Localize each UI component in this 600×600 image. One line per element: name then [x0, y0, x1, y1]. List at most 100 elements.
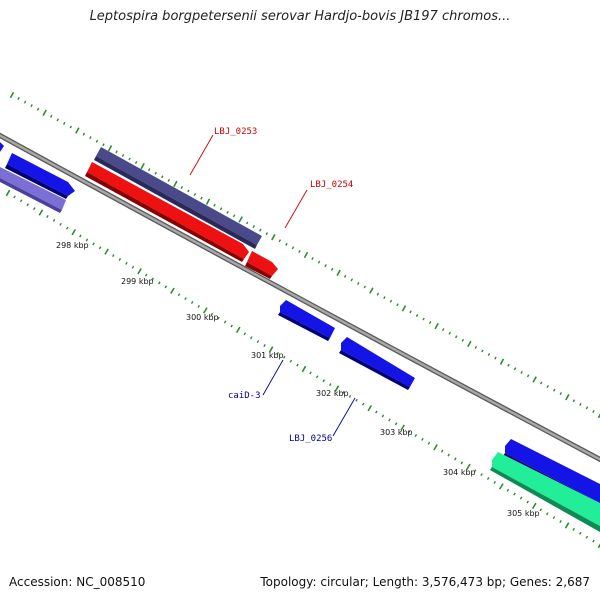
inner-tick: [52, 218, 56, 222]
outer-tick: [336, 269, 341, 276]
inner-tick: [499, 483, 504, 490]
outer-tick: [115, 150, 118, 154]
inner-tick: [184, 297, 187, 301]
inner-tick: [5, 189, 11, 197]
ruler-label-301: 301 kbp: [251, 351, 284, 360]
gene-left-blue-1[interactable]: [5, 153, 75, 199]
inner-tick: [519, 496, 523, 500]
outer-tick: [271, 234, 276, 241]
outer-tick: [585, 406, 589, 410]
outer-tick: [9, 91, 15, 99]
outer-tick: [226, 210, 229, 214]
outer-tick: [95, 139, 99, 143]
inner-tick: [19, 199, 23, 203]
outer-tick: [474, 345, 478, 349]
outer-tick: [311, 257, 314, 261]
inner-tick: [572, 527, 575, 531]
outer-tick: [62, 121, 66, 125]
inner-tick: [460, 461, 464, 465]
inner-tick: [223, 320, 227, 324]
gene-cai-d-3[interactable]: [278, 300, 335, 341]
outer-tick: [513, 367, 517, 371]
inner-tick: [381, 414, 385, 418]
inner-tick: [375, 410, 378, 414]
inner-tick: [559, 520, 562, 524]
label-lbj-0253[interactable]: LBJ_0253: [214, 127, 257, 137]
inner-tick: [414, 434, 418, 437]
map-title: Leptospira borgpetersenii serovar Hardjo…: [89, 9, 511, 24]
inner-tick: [276, 351, 279, 355]
inner-tick: [394, 422, 398, 426]
ruler-label-298: 298 kbp: [56, 241, 89, 250]
inner-tick: [104, 248, 109, 255]
outer-tick: [324, 264, 327, 268]
inner-tick: [137, 268, 142, 275]
outer-tick: [298, 249, 301, 253]
gene-left-lavender[interactable]: [0, 167, 66, 213]
outer-tick: [180, 185, 184, 189]
topology-summary: Topology: circular; Length: 3,576,473 bp…: [260, 575, 590, 589]
outer-tick: [401, 305, 407, 312]
label-cai-d-3[interactable]: caiD-3: [228, 391, 261, 401]
inner-tick: [466, 463, 471, 470]
inner-tick: [13, 195, 16, 199]
inner-tick: [433, 444, 438, 451]
ruler-label-300: 300 kbp: [186, 313, 219, 322]
outer-tick: [17, 97, 20, 101]
gene-left-blue-0[interactable]: [0, 142, 4, 152]
inner-tick: [334, 385, 340, 392]
outer-tick: [252, 225, 256, 229]
gene-lbj-0253[interactable]: [94, 147, 262, 249]
inner-tick: [531, 502, 537, 510]
outer-tick: [526, 374, 530, 378]
outer-tick: [422, 317, 425, 321]
inner-tick: [597, 543, 600, 549]
callout-line-lbj-0254: [284, 189, 308, 229]
outer-tick: [415, 313, 419, 317]
label-lbj-0256[interactable]: LBJ_0256: [289, 434, 332, 444]
outer-tick: [559, 392, 563, 396]
outer-tick: [291, 246, 295, 250]
outer-tick: [49, 114, 53, 118]
outer-tick: [448, 331, 452, 335]
outer-tick: [219, 207, 223, 211]
outer-tick-track: [9, 91, 600, 419]
callout-line-cai-d-3: [262, 359, 284, 396]
gene-small-red[interactable]: [245, 251, 278, 279]
outer-tick: [278, 239, 282, 243]
outer-tick: [128, 157, 131, 161]
inner-tick: [421, 437, 424, 441]
inner-tick: [256, 340, 260, 344]
inner-tick: [59, 222, 62, 226]
inner-tick: [585, 535, 589, 539]
inner-tick: [301, 365, 307, 373]
gene-lbj-0254[interactable]: [85, 162, 249, 262]
gene-right-green[interactable]: [490, 452, 600, 532]
outer-tick: [396, 303, 399, 307]
inner-tick: [473, 469, 477, 473]
inner-tick: [217, 316, 220, 320]
callout-line-lbj-0253: [189, 134, 214, 176]
outer-tick: [532, 376, 537, 383]
outer-tick: [213, 203, 216, 207]
inner-tick: [309, 371, 312, 375]
gene-lbj-0256[interactable]: [339, 337, 415, 390]
label-lbj-0254[interactable]: LBJ_0254: [310, 180, 353, 190]
inner-tick: [71, 228, 77, 236]
inner-tick: [79, 234, 82, 238]
inner-tick: [493, 480, 497, 484]
outer-tick: [467, 340, 472, 348]
inner-tick: [348, 394, 352, 398]
outer-tick: [89, 136, 92, 140]
inner-tick: [111, 254, 115, 258]
inner-tick: [578, 531, 582, 535]
inner-tick: [151, 277, 154, 281]
chromosome-backbone: [0, 132, 600, 463]
outer-tick: [187, 189, 190, 193]
outer-tick: [461, 338, 465, 342]
inner-tick: [33, 207, 36, 211]
inner-tick: [480, 473, 483, 477]
outer-tick: [121, 153, 125, 157]
outer-tick: [481, 349, 484, 353]
